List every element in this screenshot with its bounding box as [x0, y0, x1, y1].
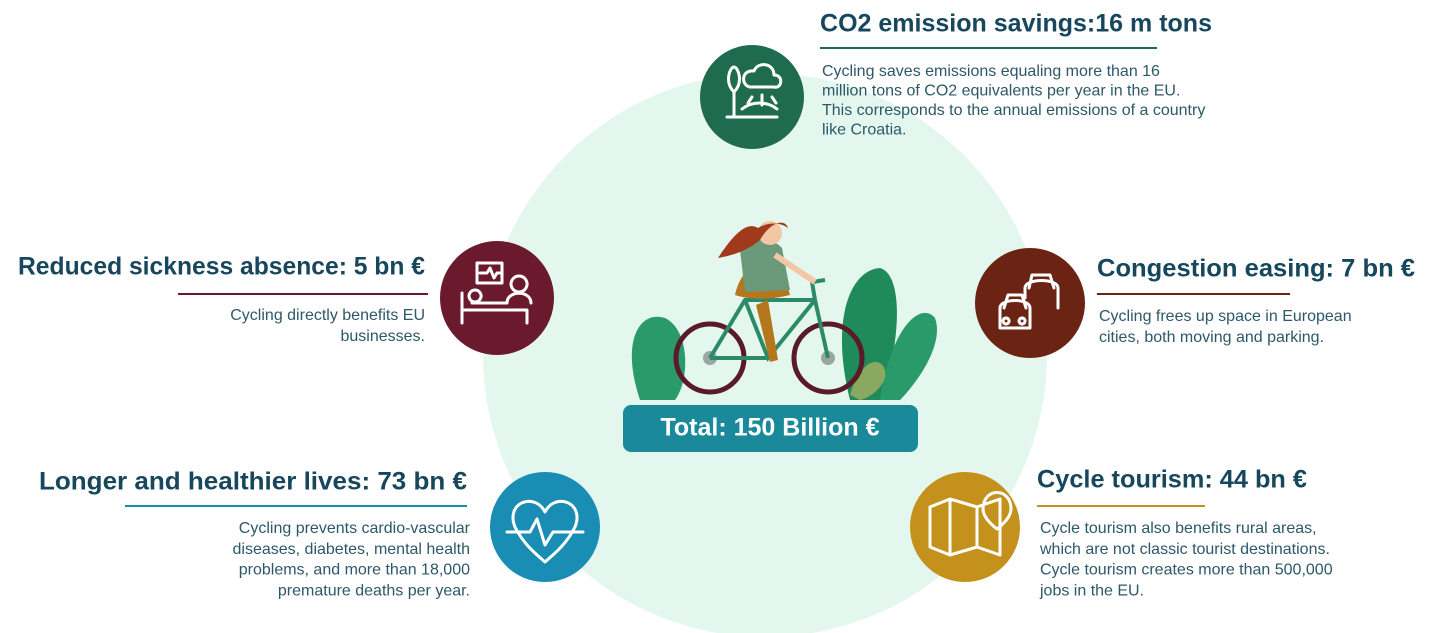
- item-description: Cycling prevents cardio-vascular: [239, 520, 471, 537]
- item-title: CO2 emission savings:16 m tons: [820, 10, 1212, 38]
- icon: [928, 491, 1013, 557]
- item-description: premature deaths per year.: [278, 582, 470, 599]
- item-description: businesses.: [341, 328, 426, 345]
- icon-circle: [975, 248, 1085, 358]
- icon: [725, 63, 783, 119]
- cyclist-illustration: [631, 221, 937, 400]
- item-title: Longer and healthier lives: 73 bn €: [39, 468, 467, 496]
- icon-circle: [440, 241, 554, 355]
- icon: [460, 261, 533, 325]
- icon-circle: [490, 472, 600, 582]
- item-description: Cycle tourism also benefits rural areas,: [1040, 520, 1317, 537]
- item-description: million tons of CO2 equivalents per year…: [822, 83, 1180, 100]
- item-title: Congestion easing: 7 bn €: [1097, 255, 1415, 283]
- total-box: [623, 405, 918, 452]
- item-description: This corresponds to the annual emissions…: [822, 102, 1205, 119]
- total-label: Total: 150 Billion €: [660, 414, 879, 442]
- item-description: Cycling frees up space in European: [1099, 308, 1352, 325]
- item-description: cities, both moving and parking.: [1099, 329, 1324, 346]
- item-description: diseases, diabetes, mental health: [233, 541, 470, 558]
- item-description: Cycling saves emissions equaling more th…: [822, 63, 1160, 80]
- item-description: problems, and more than 18,000: [239, 562, 470, 579]
- icon: [998, 273, 1060, 330]
- item-description: like Croatia.: [822, 122, 906, 139]
- item-title: Reduced sickness absence: 5 bn €: [18, 253, 425, 281]
- item-title: Cycle tourism: 44 bn €: [1037, 466, 1307, 494]
- item-description: which are not classic tourist destinatio…: [1039, 541, 1330, 558]
- item-description: Cycling directly benefits EU: [230, 307, 425, 324]
- icon-circle: [910, 472, 1020, 582]
- item-description: jobs in the EU.: [1039, 582, 1144, 599]
- item-description: Cycle tourism creates more than 500,000: [1040, 562, 1333, 579]
- icon: [505, 499, 585, 564]
